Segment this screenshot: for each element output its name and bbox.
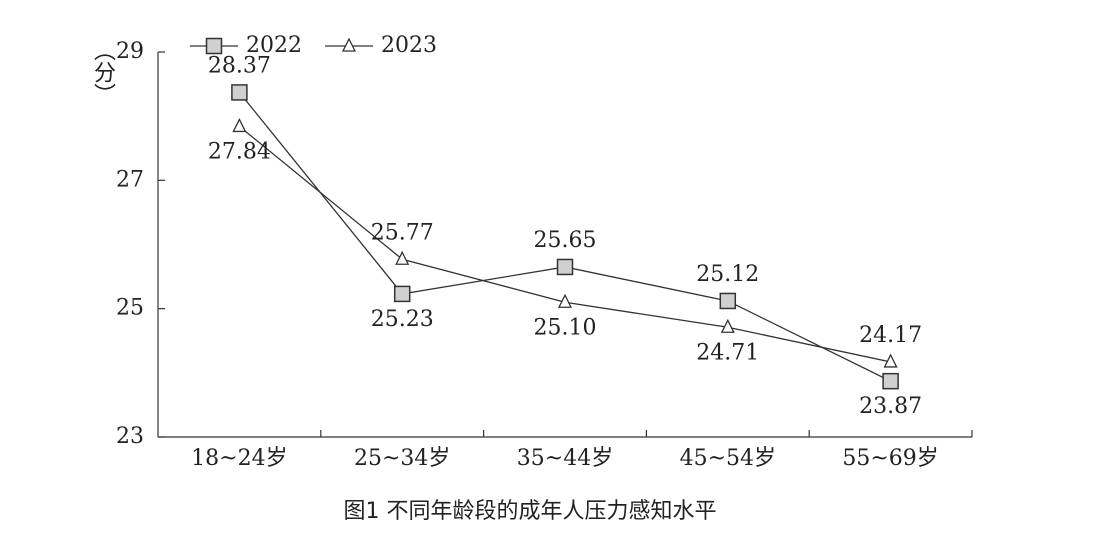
marker bbox=[341, 37, 357, 52]
data-label: 24.17 bbox=[859, 323, 922, 348]
data-label: 25.77 bbox=[371, 220, 434, 245]
marker bbox=[232, 117, 247, 133]
y-tick-label: 25 bbox=[116, 296, 144, 321]
data-label: 25.12 bbox=[696, 262, 759, 287]
data-label: 25.65 bbox=[534, 228, 597, 253]
y-axis-label: （分） bbox=[90, 39, 116, 105]
marker bbox=[883, 353, 898, 368]
marker bbox=[882, 372, 899, 390]
x-tick-label: 45~54岁 bbox=[680, 446, 776, 471]
data-label: 27.84 bbox=[208, 139, 271, 164]
x-tick-label: 25~34岁 bbox=[354, 446, 450, 471]
y-tick-label: 23 bbox=[116, 424, 144, 449]
y-tick-label: 27 bbox=[116, 167, 144, 192]
marker bbox=[393, 285, 411, 303]
marker bbox=[231, 84, 248, 101]
data-label: 28.37 bbox=[208, 53, 271, 78]
x-tick-label: 55~69岁 bbox=[842, 446, 938, 471]
y-tick-label: 29 bbox=[116, 39, 144, 64]
data-label: 23.87 bbox=[859, 394, 922, 419]
marker bbox=[556, 258, 574, 276]
chart-title: 图1 不同年龄段的成年人压力感知水平 bbox=[344, 499, 717, 524]
legend-label: 2022 bbox=[246, 33, 302, 58]
x-tick-label: 18~24岁 bbox=[191, 446, 287, 471]
marker bbox=[557, 293, 573, 308]
marker bbox=[205, 37, 223, 55]
marker bbox=[395, 250, 410, 265]
x-tick-label: 35~44岁 bbox=[517, 446, 613, 471]
data-label: 24.71 bbox=[696, 340, 759, 365]
marker bbox=[720, 318, 735, 333]
data-label: 25.10 bbox=[534, 315, 597, 340]
marker bbox=[719, 292, 737, 310]
legend-label: 2023 bbox=[381, 33, 437, 58]
data-label: 25.23 bbox=[371, 307, 434, 332]
